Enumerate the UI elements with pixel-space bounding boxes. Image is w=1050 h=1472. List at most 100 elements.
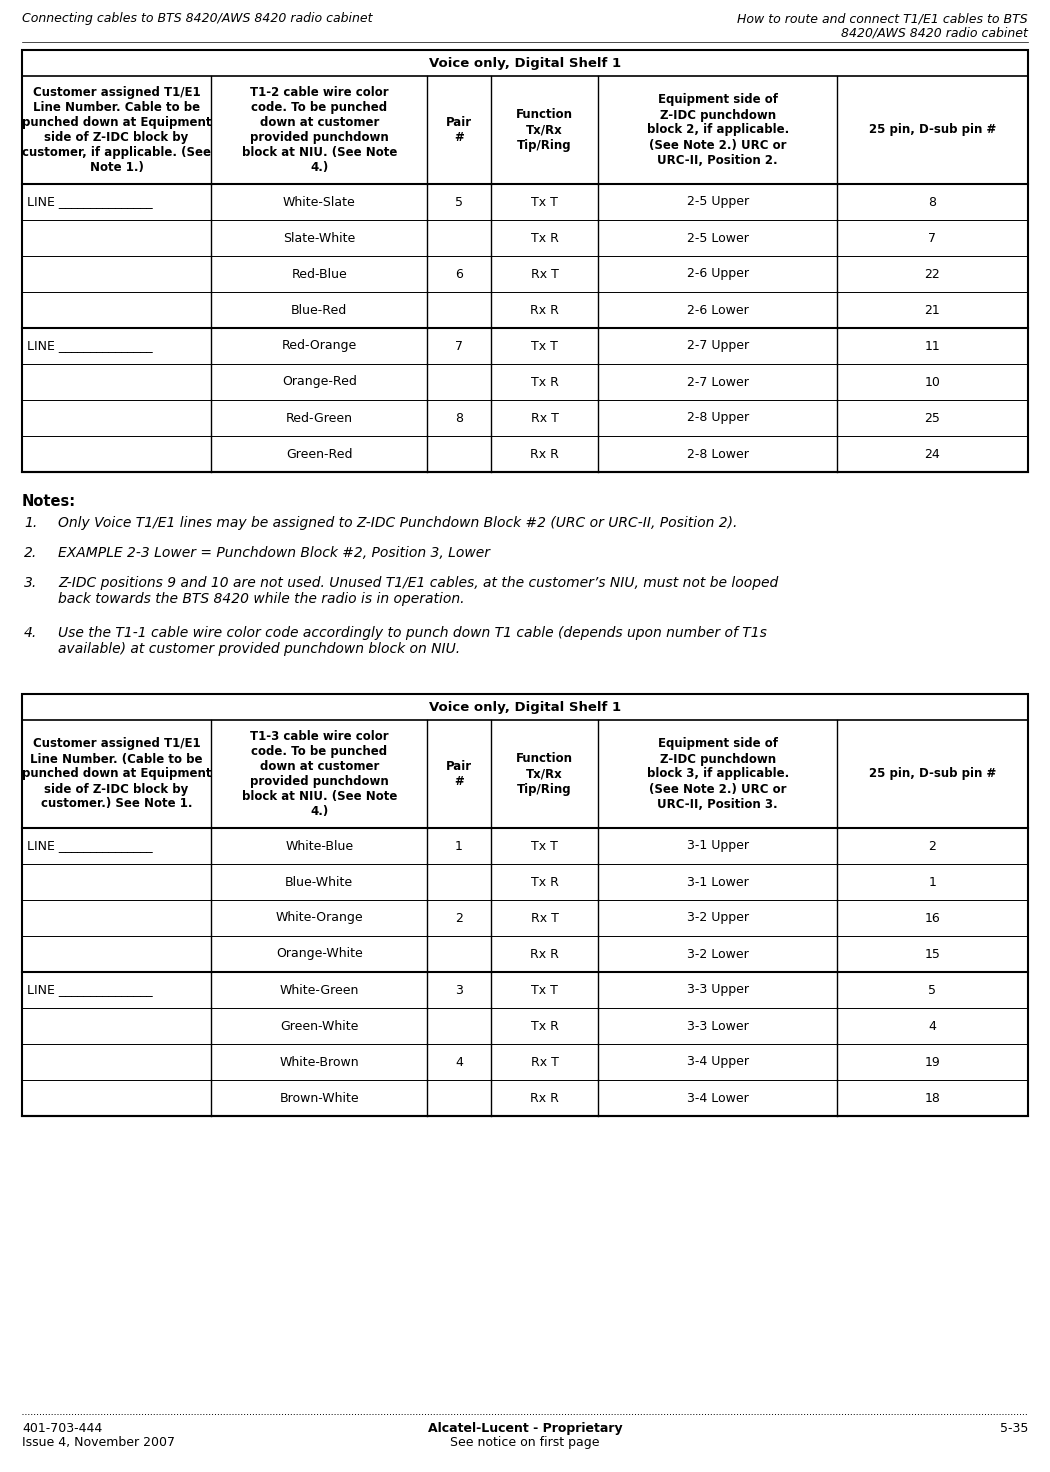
Text: 2-8 Lower: 2-8 Lower — [687, 447, 749, 461]
Text: 5: 5 — [455, 196, 463, 209]
Text: 3-3 Lower: 3-3 Lower — [687, 1020, 749, 1032]
Text: 3-4 Lower: 3-4 Lower — [687, 1092, 749, 1104]
Text: 16: 16 — [925, 911, 941, 924]
Text: White-Blue: White-Blue — [286, 839, 354, 852]
Text: Green-Red: Green-Red — [286, 447, 353, 461]
Text: T1-2 cable wire color
code. To be punched
down at customer
provided punchdown
bl: T1-2 cable wire color code. To be punche… — [242, 85, 397, 174]
Text: Tx T: Tx T — [531, 983, 558, 997]
Text: 22: 22 — [925, 268, 941, 281]
Text: White-Green: White-Green — [279, 983, 359, 997]
Text: 1: 1 — [455, 839, 463, 852]
Text: 3-2 Upper: 3-2 Upper — [687, 911, 749, 924]
Text: LINE _______________: LINE _______________ — [27, 196, 152, 209]
Text: Tx R: Tx R — [530, 1020, 559, 1032]
Text: 8: 8 — [455, 412, 463, 424]
Text: Orange-Red: Orange-Red — [281, 375, 357, 389]
Text: Blue-White: Blue-White — [286, 876, 354, 889]
Text: 25 pin, D-sub pin #: 25 pin, D-sub pin # — [868, 767, 996, 780]
Text: Tx R: Tx R — [530, 375, 559, 389]
Text: Tx R: Tx R — [530, 231, 559, 244]
Text: LINE _______________: LINE _______________ — [27, 983, 152, 997]
Text: Rx T: Rx T — [530, 268, 559, 281]
Text: Rx T: Rx T — [530, 911, 559, 924]
Text: 2-5 Lower: 2-5 Lower — [687, 231, 749, 244]
Text: 6: 6 — [455, 268, 463, 281]
Text: Notes:: Notes: — [22, 495, 76, 509]
Text: Rx R: Rx R — [530, 447, 559, 461]
Text: 15: 15 — [924, 948, 941, 961]
Text: Red-Orange: Red-Orange — [281, 340, 357, 352]
Text: 1.: 1. — [24, 517, 37, 530]
Text: 5-35: 5-35 — [1000, 1422, 1028, 1435]
Text: White-Brown: White-Brown — [279, 1055, 359, 1069]
Text: Issue 4, November 2007: Issue 4, November 2007 — [22, 1437, 175, 1448]
Text: White-Orange: White-Orange — [275, 911, 363, 924]
Text: Red-Green: Red-Green — [286, 412, 353, 424]
Text: Pair
#: Pair # — [446, 760, 472, 788]
Text: Rx R: Rx R — [530, 1092, 559, 1104]
Text: Blue-Red: Blue-Red — [291, 303, 348, 316]
Text: Alcatel-Lucent - Proprietary: Alcatel-Lucent - Proprietary — [427, 1422, 623, 1435]
Text: Equipment side of
Z-IDC punchdown
block 2, if applicable.
(See Note 2.) URC or
U: Equipment side of Z-IDC punchdown block … — [647, 94, 789, 166]
Text: Customer assigned T1/E1
Line Number. (Cable to be
punched down at Equipment
side: Customer assigned T1/E1 Line Number. (Ca… — [22, 737, 211, 811]
Text: 4: 4 — [455, 1055, 463, 1069]
Text: 401-703-444: 401-703-444 — [22, 1422, 102, 1435]
Text: Connecting cables to BTS 8420/AWS 8420 radio cabinet: Connecting cables to BTS 8420/AWS 8420 r… — [22, 12, 373, 25]
Text: 3.: 3. — [24, 576, 37, 590]
Text: Only Voice T1/E1 lines may be assigned to Z-IDC Punchdown Block #2 (URC or URC-I: Only Voice T1/E1 lines may be assigned t… — [58, 517, 737, 530]
Text: 21: 21 — [925, 303, 941, 316]
Text: 2.: 2. — [24, 546, 37, 559]
Text: 2-5 Upper: 2-5 Upper — [687, 196, 749, 209]
Text: 8: 8 — [928, 196, 937, 209]
Text: How to route and connect T1/E1 cables to BTS
8420/AWS 8420 radio cabinet: How to route and connect T1/E1 cables to… — [737, 12, 1028, 40]
Text: Use the T1-1 cable wire color code accordingly to punch down T1 cable (depends u: Use the T1-1 cable wire color code accor… — [58, 626, 766, 657]
Text: Tx T: Tx T — [531, 839, 558, 852]
Text: 25: 25 — [924, 412, 941, 424]
Text: Rx R: Rx R — [530, 303, 559, 316]
Text: 2-7 Lower: 2-7 Lower — [687, 375, 749, 389]
Text: 3-3 Upper: 3-3 Upper — [687, 983, 749, 997]
Text: 19: 19 — [925, 1055, 941, 1069]
Text: Voice only, Digital Shelf 1: Voice only, Digital Shelf 1 — [429, 701, 621, 714]
Text: Orange-White: Orange-White — [276, 948, 362, 961]
Text: 2-8 Upper: 2-8 Upper — [687, 412, 749, 424]
Text: LINE _______________: LINE _______________ — [27, 839, 152, 852]
Text: Slate-White: Slate-White — [284, 231, 355, 244]
Text: 2: 2 — [455, 911, 463, 924]
Text: 4: 4 — [928, 1020, 937, 1032]
Bar — [22, 50, 1028, 473]
Text: 2-6 Lower: 2-6 Lower — [687, 303, 749, 316]
Text: 7: 7 — [928, 231, 937, 244]
Text: White-Slate: White-Slate — [282, 196, 356, 209]
Text: 3-1 Lower: 3-1 Lower — [687, 876, 749, 889]
Text: Rx R: Rx R — [530, 948, 559, 961]
Text: EXAMPLE 2-3 Lower = Punchdown Block #2, Position 3, Lower: EXAMPLE 2-3 Lower = Punchdown Block #2, … — [58, 546, 490, 559]
Text: 2-6 Upper: 2-6 Upper — [687, 268, 749, 281]
Text: Pair
#: Pair # — [446, 116, 472, 144]
Text: 25 pin, D-sub pin #: 25 pin, D-sub pin # — [868, 124, 996, 137]
Text: 2: 2 — [928, 839, 937, 852]
Text: 24: 24 — [925, 447, 941, 461]
Text: Brown-White: Brown-White — [279, 1092, 359, 1104]
Text: 3-2 Lower: 3-2 Lower — [687, 948, 749, 961]
Text: Function
Tx/Rx
Tip/Ring: Function Tx/Rx Tip/Ring — [517, 752, 573, 795]
Text: Z-IDC positions 9 and 10 are not used. Unused T1/E1 cables, at the customer’s NI: Z-IDC positions 9 and 10 are not used. U… — [58, 576, 778, 606]
Text: Customer assigned T1/E1
Line Number. Cable to be
punched down at Equipment
side : Customer assigned T1/E1 Line Number. Cab… — [22, 85, 211, 174]
Text: Tx R: Tx R — [530, 876, 559, 889]
Text: 1: 1 — [928, 876, 937, 889]
Text: Voice only, Digital Shelf 1: Voice only, Digital Shelf 1 — [429, 56, 621, 69]
Text: Tx T: Tx T — [531, 196, 558, 209]
Bar — [22, 693, 1028, 1116]
Text: Red-Blue: Red-Blue — [292, 268, 348, 281]
Text: Green-White: Green-White — [280, 1020, 358, 1032]
Text: 7: 7 — [455, 340, 463, 352]
Text: 4.: 4. — [24, 626, 37, 640]
Text: 11: 11 — [925, 340, 941, 352]
Text: Function
Tx/Rx
Tip/Ring: Function Tx/Rx Tip/Ring — [517, 109, 573, 152]
Text: Equipment side of
Z-IDC punchdown
block 3, if applicable.
(See Note 2.) URC or
U: Equipment side of Z-IDC punchdown block … — [647, 737, 789, 811]
Text: Tx T: Tx T — [531, 340, 558, 352]
Text: See notice on first page: See notice on first page — [450, 1437, 600, 1448]
Text: Rx T: Rx T — [530, 412, 559, 424]
Text: 3-1 Upper: 3-1 Upper — [687, 839, 749, 852]
Text: 3-4 Upper: 3-4 Upper — [687, 1055, 749, 1069]
